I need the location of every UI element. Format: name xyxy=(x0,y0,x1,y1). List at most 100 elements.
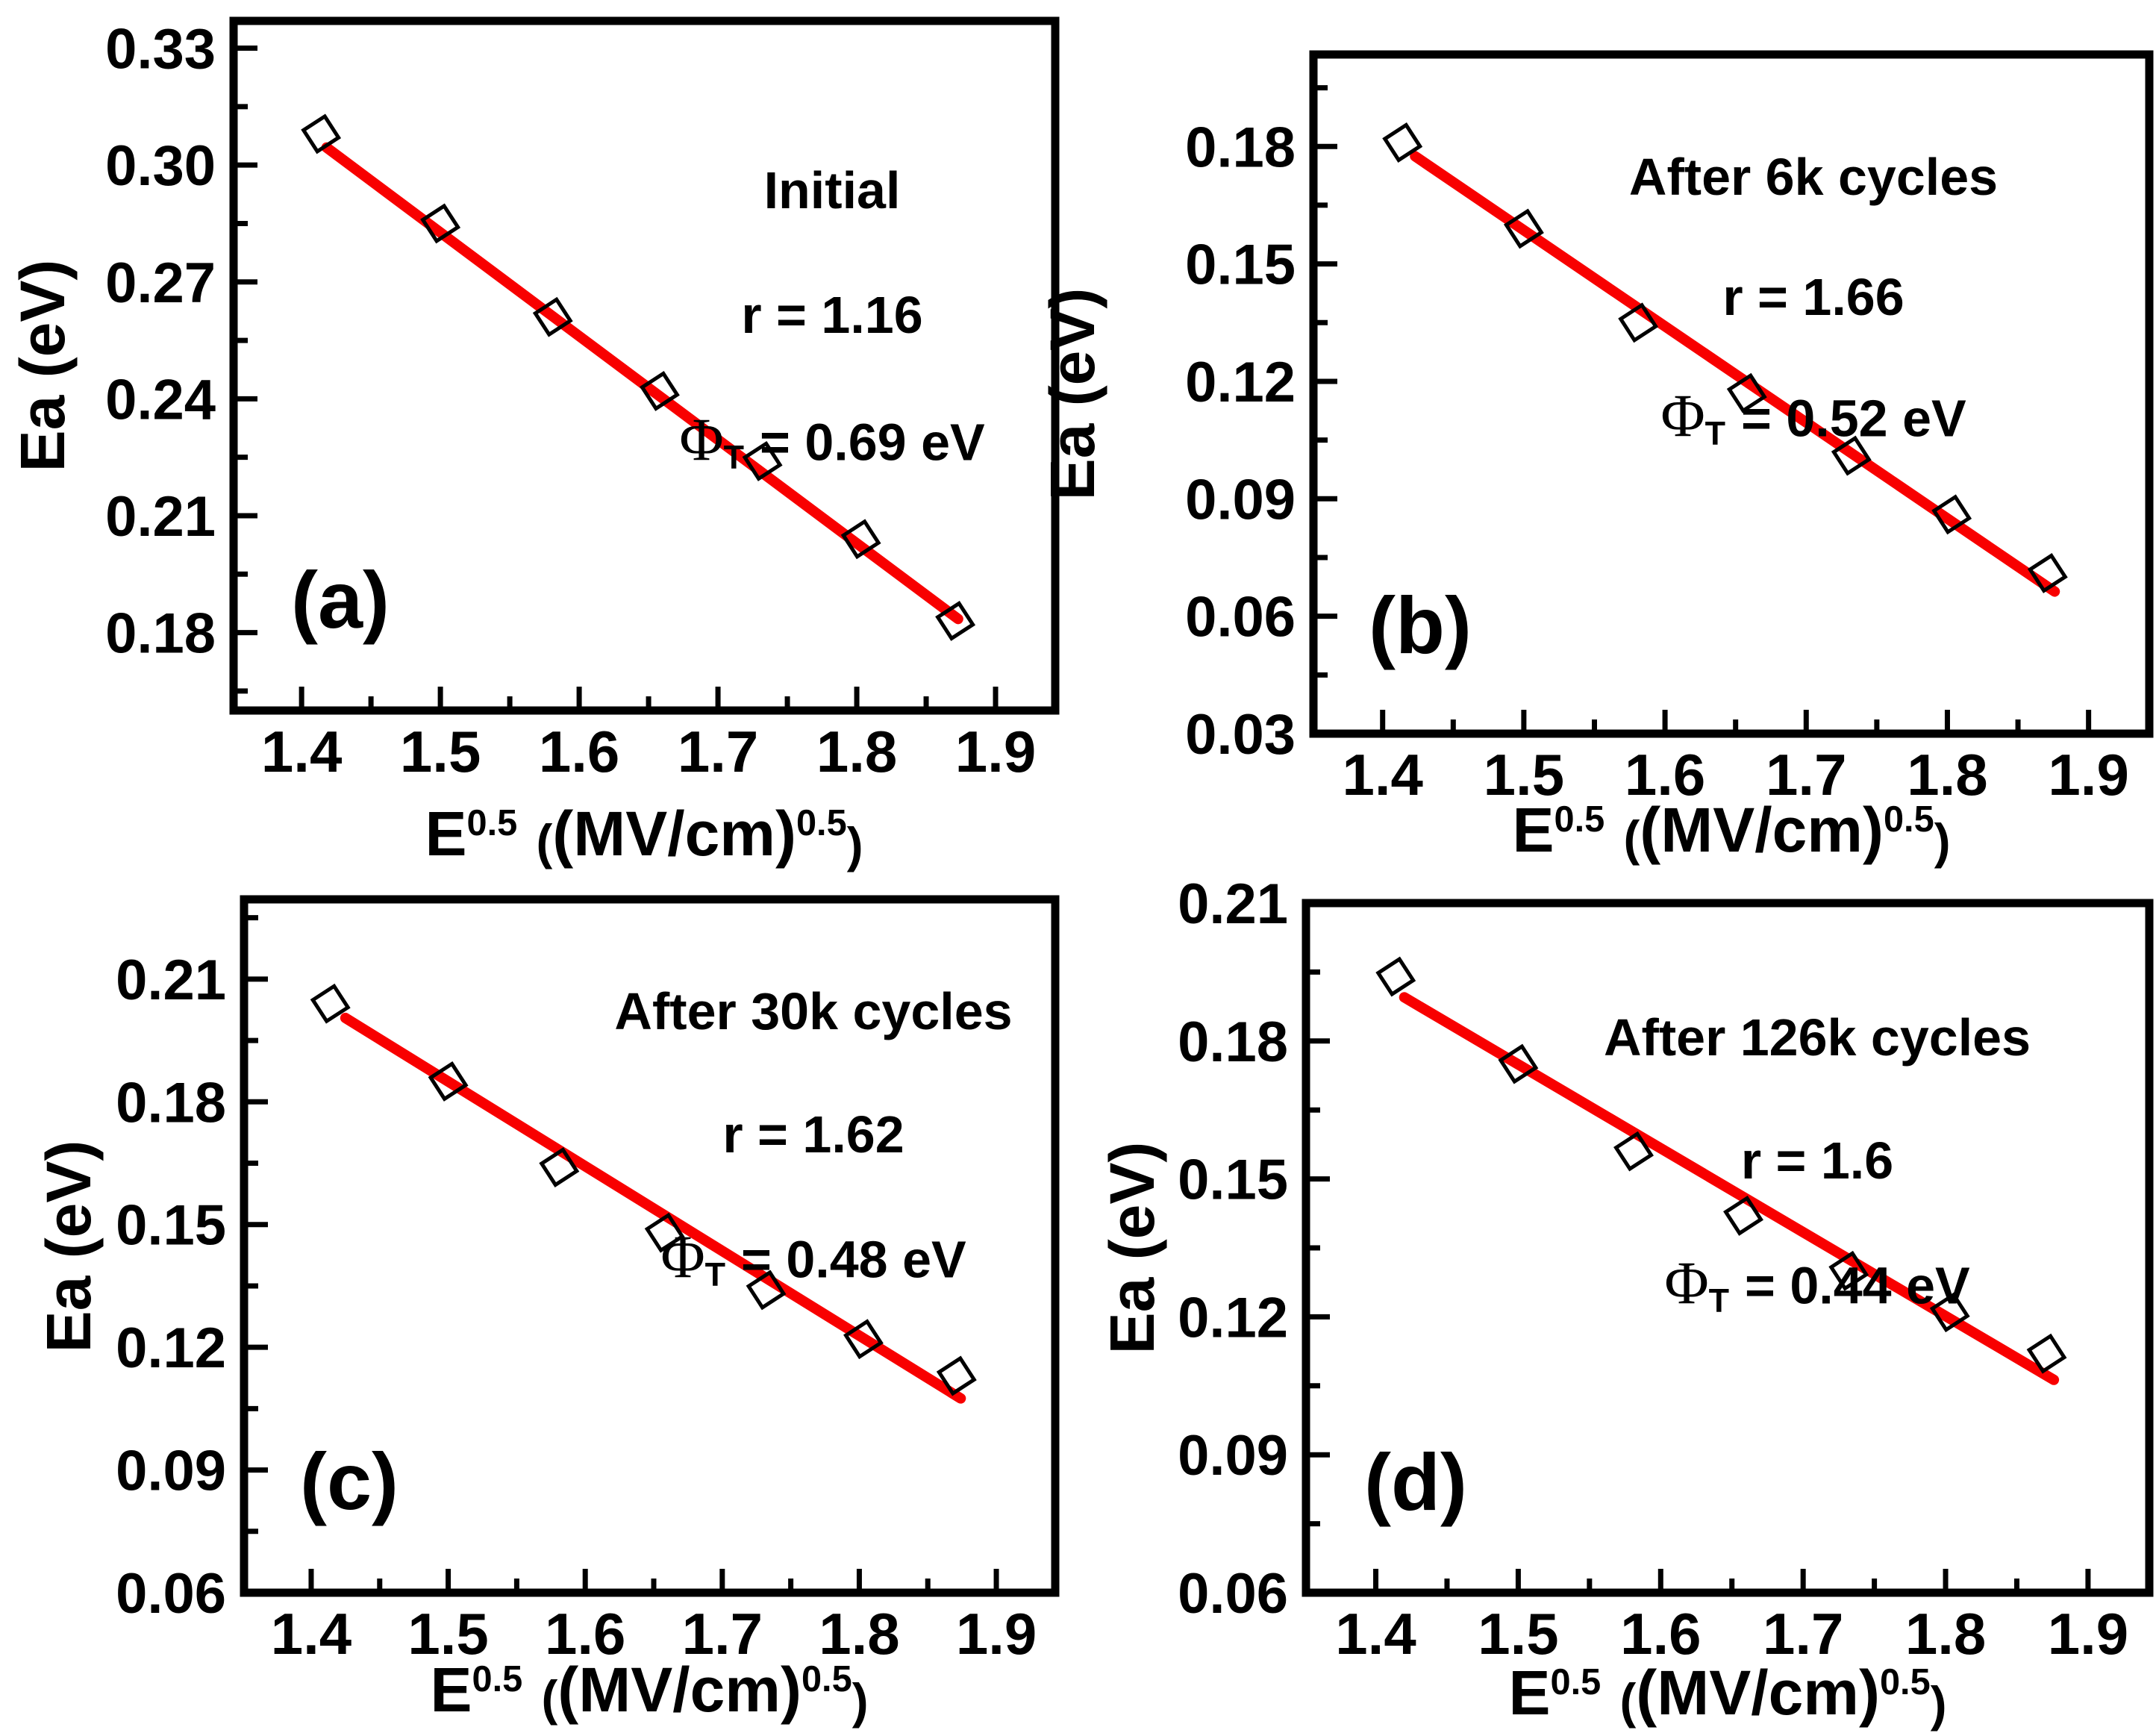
data-point-marker xyxy=(310,983,351,1024)
data-point-markers xyxy=(1375,956,2067,1374)
y-axis-title: Ea (eV) xyxy=(34,1140,104,1353)
phi-subscript: T xyxy=(723,438,745,476)
data-point-marker xyxy=(1375,956,1416,997)
y-tick-label: 0.09 xyxy=(116,1440,226,1503)
x-axis-title: E0.5 ((MV/cm)0.5) xyxy=(1512,799,1950,866)
data-point-marker xyxy=(1613,1131,1654,1172)
y-tick-label: 0.27 xyxy=(105,252,216,315)
data-point-markers xyxy=(310,983,977,1396)
y-axis-title: Ea (eV) xyxy=(7,259,78,472)
data-point-marker xyxy=(742,440,783,481)
x-axis-title-base: E xyxy=(425,799,467,869)
x-axis-title-units: (MV/cm) xyxy=(552,799,796,869)
x-axis-title-units-exponent: 0.5 xyxy=(801,1659,852,1700)
data-point-marker xyxy=(1831,435,1872,476)
x-tick-label: 1.4 xyxy=(271,1601,351,1667)
x-axis-title-units: (MV/cm) xyxy=(557,1655,802,1725)
panel-b-plot: 0.03 0.06 0.09 0.12 0.15 0.18 1.4 1.5 1.6 1.7 1.8 1… xyxy=(1185,50,2154,808)
phi-subscript: T xyxy=(1705,414,1726,452)
panel-letter: (d) xyxy=(1364,1437,1467,1527)
data-point-marker xyxy=(640,371,680,411)
x-tick-label: 1.6 xyxy=(539,719,619,784)
fit-line xyxy=(321,142,963,625)
data-point-markers xyxy=(301,113,976,641)
data-point-marker xyxy=(843,1319,884,1360)
panel-d: 0.06 0.09 0.12 0.15 0.18 0.21 1.4 1.5 1.6 1.7 1.8 1… xyxy=(1078,881,2156,1736)
panel-c: 0.06 0.09 0.12 0.15 0.18 0.21 1.4 1.5 1.6 1.7 1.8 1… xyxy=(0,881,1078,1736)
panel-letter: (b) xyxy=(1369,580,1472,670)
x-axis-title-open-paren: ( xyxy=(536,815,553,870)
annotation-title: After 30k cycles xyxy=(614,982,1013,1040)
x-tick-label: 1.4 xyxy=(261,719,342,784)
x-tick-label: 1.5 xyxy=(1478,1601,1558,1667)
y-tick-label: 0.18 xyxy=(1178,1011,1288,1074)
axis-frame xyxy=(240,895,1060,1597)
y-tick-label: 0.21 xyxy=(1178,881,1288,936)
y-tick-label: 0.09 xyxy=(1178,1424,1288,1487)
data-point-marker xyxy=(936,1355,977,1396)
x-axis-title-exponent: 0.5 xyxy=(466,803,518,844)
x-tick-label: 1.6 xyxy=(545,1601,625,1667)
axis-frame xyxy=(1309,50,2154,738)
tick-labels: 0.18 0.21 0.24 0.27 0.30 0.33 1.4 1.5 1.6 1.7 1.8 1… xyxy=(105,18,1036,784)
x-axis-title-close-paren: ) xyxy=(846,818,863,873)
fit-line xyxy=(340,1012,966,1404)
data-point-marker xyxy=(301,113,342,154)
panel-letter: (a) xyxy=(291,555,390,645)
phi-subscript: T xyxy=(704,1255,726,1293)
x-tick-label: 1.8 xyxy=(1907,742,1987,808)
data-point-marker xyxy=(840,519,881,560)
tick-labels: 0.03 0.06 0.09 0.12 0.15 0.18 1.4 1.5 1.6 1.7 1.8 1… xyxy=(1185,116,2129,808)
annotation-title: After 126k cycles xyxy=(1603,1008,2031,1067)
x-axis-title-close-paren: ) xyxy=(852,1674,869,1729)
y-tick-label: 0.15 xyxy=(116,1194,226,1258)
x-axis-title-exponent: 0.5 xyxy=(1554,799,1605,840)
axis-ticks xyxy=(244,915,999,1596)
x-axis-title-units: (MV/cm) xyxy=(1640,795,1884,865)
x-tick-label: 1.5 xyxy=(400,719,481,784)
y-tick-label: 0.06 xyxy=(1178,1562,1288,1626)
data-point-marker xyxy=(1726,372,1767,413)
data-point-marker xyxy=(532,296,573,337)
data-point-markers xyxy=(1382,122,2068,593)
y-tick-label: 0.03 xyxy=(1185,703,1296,766)
annotation-barrier-height: ΦT = 0.44 eV xyxy=(1664,1253,1969,1317)
panel-c-plot: 0.06 0.09 0.12 0.15 0.18 0.21 1.4 1.5 1.6 1.7 1.8 1… xyxy=(116,895,1060,1667)
x-tick-label: 1.8 xyxy=(1905,1601,1986,1667)
fit-line xyxy=(1410,151,2060,597)
annotation-r-value: r = 1.62 xyxy=(722,1105,904,1164)
x-axis-title: E0.5 ((MV/cm)0.5) xyxy=(425,802,863,869)
x-tick-label: 1.4 xyxy=(1342,742,1422,808)
x-tick-label: 1.9 xyxy=(2048,1601,2128,1667)
annotation-r-value: r = 1.16 xyxy=(741,286,923,344)
y-tick-label: 0.18 xyxy=(1185,116,1296,179)
x-tick-label: 1.5 xyxy=(407,1601,488,1667)
annotation-r-value: r = 1.6 xyxy=(1740,1131,1894,1190)
data-point-marker xyxy=(644,1212,685,1253)
annotation-barrier-height: ΦT = 0.48 eV xyxy=(660,1227,966,1291)
data-point-marker xyxy=(428,1061,469,1102)
x-axis-title-units: (MV/cm) xyxy=(1636,1658,1880,1728)
y-tick-label: 0.06 xyxy=(1185,586,1296,649)
x-axis-title-exponent: 0.5 xyxy=(472,1659,523,1700)
annotation-title: After 6k cycles xyxy=(1628,148,1999,206)
x-axis-title-units-exponent: 0.5 xyxy=(1879,1662,1931,1703)
annotation-title: Initial xyxy=(763,161,901,219)
data-point-marker xyxy=(539,1147,580,1187)
x-axis-title-close-paren: ) xyxy=(1930,1677,1947,1732)
data-point-marker xyxy=(746,1270,787,1311)
y-tick-label: 0.18 xyxy=(116,1071,226,1134)
x-tick-label: 1.8 xyxy=(819,1601,899,1667)
data-point-marker xyxy=(1618,302,1659,343)
y-tick-label: 0.09 xyxy=(1185,468,1296,531)
annotation-barrier-height: ΦT = 0.52 eV xyxy=(1660,386,1966,450)
y-tick-label: 0.15 xyxy=(1185,234,1296,297)
phi-value: = 0.52 eV xyxy=(1741,389,1966,448)
data-point-marker xyxy=(2026,1333,2067,1374)
x-axis-title-base: E xyxy=(1512,795,1554,865)
x-axis-title-exponent: 0.5 xyxy=(1550,1662,1602,1703)
tick-labels: 0.06 0.09 0.12 0.15 0.18 0.21 1.4 1.5 1.6 1.7 1.8 1… xyxy=(116,949,1037,1667)
phi-symbol: Φ xyxy=(660,1223,705,1291)
annotation-r-value: r = 1.66 xyxy=(1722,268,1905,326)
